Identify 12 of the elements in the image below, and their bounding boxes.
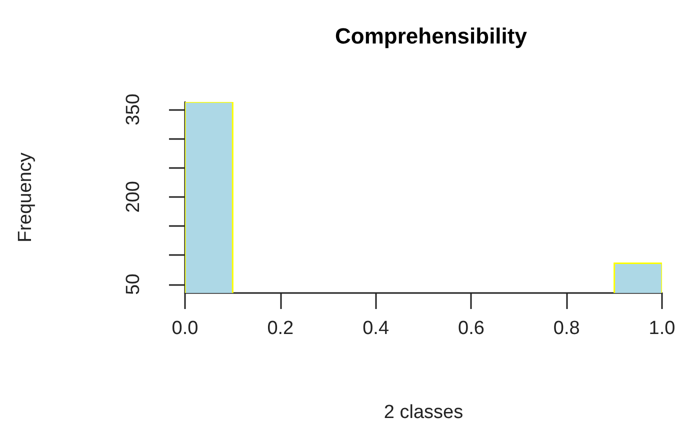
y-tick-label: 350 — [123, 94, 144, 126]
x-tick-label: 0.8 — [553, 318, 580, 339]
x-tick-label: 0.6 — [458, 318, 484, 339]
y-axis-title: Frequency — [15, 152, 36, 242]
x-axis-title: 2 classes — [384, 402, 464, 423]
x-tick-label: 0.4 — [362, 318, 390, 339]
y-tick-label: 200 — [123, 181, 144, 213]
y-tick-label: 50 — [123, 274, 144, 295]
chart-title: Comprehensibility — [335, 24, 528, 48]
x-tick-label: 0.2 — [267, 318, 294, 339]
x-tick-label: 0.0 — [172, 318, 198, 339]
x-tick-label: 1.0 — [648, 318, 676, 339]
